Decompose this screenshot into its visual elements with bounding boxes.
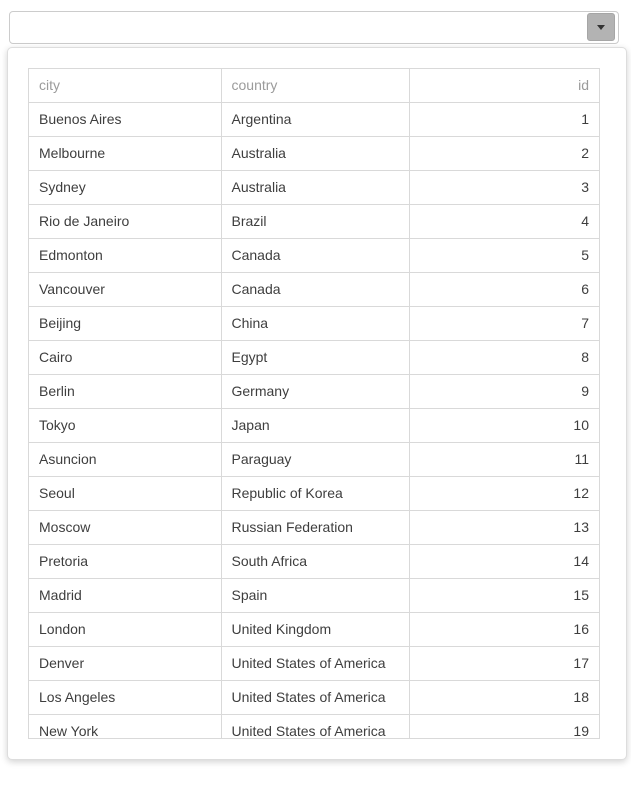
- cell-id: 17: [409, 646, 599, 681]
- header-row: city country id: [29, 69, 599, 103]
- cell-id: 8: [409, 340, 599, 375]
- cell-city: Seoul: [29, 476, 222, 511]
- cell-id: 3: [409, 170, 599, 205]
- table-row[interactable]: Madrid Spain 15: [29, 578, 599, 613]
- cell-city: Asuncion: [29, 442, 222, 477]
- cell-id: 7: [409, 306, 599, 341]
- cell-city: New York: [29, 714, 222, 738]
- cell-city: Beijing: [29, 306, 222, 341]
- dropdown-button[interactable]: [587, 13, 615, 41]
- caret-down-icon: [597, 24, 605, 30]
- column-header-id: id: [409, 69, 599, 103]
- cell-city: Sydney: [29, 170, 222, 205]
- table-row[interactable]: Denver United States of America 17: [29, 646, 599, 681]
- cell-city: Berlin: [29, 374, 222, 409]
- table-row[interactable]: Seoul Republic of Korea 12: [29, 476, 599, 511]
- cell-city: Edmonton: [29, 238, 222, 273]
- table-row[interactable]: Vancouver Canada 6: [29, 272, 599, 307]
- cell-id: 2: [409, 136, 599, 171]
- city-grid: city country id Buenos Aires Argentina 1 Me…: [28, 68, 600, 739]
- cell-country: Australia: [221, 136, 410, 171]
- cell-city: Cairo: [29, 340, 222, 375]
- cell-city: Pretoria: [29, 544, 222, 579]
- cell-country: United Kingdom: [221, 612, 410, 647]
- table-row[interactable]: Asuncion Paraguay 11: [29, 442, 599, 477]
- cell-id: 13: [409, 510, 599, 545]
- city-table: city country id Buenos Aires Argentina 1 Me…: [29, 69, 599, 738]
- grid-body: Buenos Aires Argentina 1 Melbourne Australia…: [29, 102, 599, 738]
- combo-input[interactable]: [9, 11, 619, 44]
- table-row[interactable]: Pretoria South Africa 14: [29, 544, 599, 579]
- cell-city: Los Angeles: [29, 680, 222, 715]
- column-header-city: city: [29, 69, 222, 103]
- cell-country: Republic of Korea: [221, 476, 410, 511]
- cell-id: 9: [409, 374, 599, 409]
- cell-city: Buenos Aires: [29, 102, 222, 137]
- cell-id: 18: [409, 680, 599, 715]
- table-row[interactable]: Sydney Australia 3: [29, 170, 599, 205]
- cell-country: United States of America: [221, 714, 410, 738]
- cell-country: Canada: [221, 238, 410, 273]
- cell-country: China: [221, 306, 410, 341]
- cell-id: 10: [409, 408, 599, 443]
- column-header-country: country: [221, 69, 410, 103]
- cell-country: South Africa: [221, 544, 410, 579]
- cell-city: London: [29, 612, 222, 647]
- cell-id: 11: [409, 442, 599, 477]
- table-row[interactable]: Tokyo Japan 10: [29, 408, 599, 443]
- cell-city: Denver: [29, 646, 222, 681]
- cell-country: Canada: [221, 272, 410, 307]
- cell-id: 16: [409, 612, 599, 647]
- cell-country: Spain: [221, 578, 410, 613]
- cell-id: 15: [409, 578, 599, 613]
- cell-id: 5: [409, 238, 599, 273]
- cell-country: Argentina: [221, 102, 410, 137]
- cell-city: Rio de Janeiro: [29, 204, 222, 239]
- cell-city: Tokyo: [29, 408, 222, 443]
- table-row[interactable]: Cairo Egypt 8: [29, 340, 599, 375]
- cell-city: Moscow: [29, 510, 222, 545]
- table-row[interactable]: Buenos Aires Argentina 1: [29, 102, 599, 137]
- table-row[interactable]: Rio de Janeiro Brazil 4: [29, 204, 599, 239]
- cell-country: Russian Federation: [221, 510, 410, 545]
- cell-city: Vancouver: [29, 272, 222, 307]
- cell-country: United States of America: [221, 680, 410, 715]
- cell-city: Melbourne: [29, 136, 222, 171]
- table-row[interactable]: New York United States of America 19: [29, 714, 599, 738]
- cell-id: 6: [409, 272, 599, 307]
- cell-country: United States of America: [221, 646, 410, 681]
- cell-country: Australia: [221, 170, 410, 205]
- cell-id: 1: [409, 102, 599, 137]
- cell-country: Paraguay: [221, 442, 410, 477]
- table-row[interactable]: Los Angeles United States of America 18: [29, 680, 599, 715]
- cell-country: Egypt: [221, 340, 410, 375]
- combobox: [9, 11, 619, 44]
- table-row[interactable]: Edmonton Canada 5: [29, 238, 599, 273]
- table-row[interactable]: Berlin Germany 9: [29, 374, 599, 409]
- table-row[interactable]: Melbourne Australia 2: [29, 136, 599, 171]
- cell-country: Brazil: [221, 204, 410, 239]
- cell-id: 4: [409, 204, 599, 239]
- table-row[interactable]: Beijing China 7: [29, 306, 599, 341]
- cell-id: 12: [409, 476, 599, 511]
- dropdown-panel: city country id Buenos Aires Argentina 1 Me…: [7, 47, 627, 760]
- cell-id: 19: [409, 714, 599, 738]
- cell-id: 14: [409, 544, 599, 579]
- table-row[interactable]: London United Kingdom 16: [29, 612, 599, 647]
- cell-city: Madrid: [29, 578, 222, 613]
- cell-country: Germany: [221, 374, 410, 409]
- cell-country: Japan: [221, 408, 410, 443]
- table-row[interactable]: Moscow Russian Federation 13: [29, 510, 599, 545]
